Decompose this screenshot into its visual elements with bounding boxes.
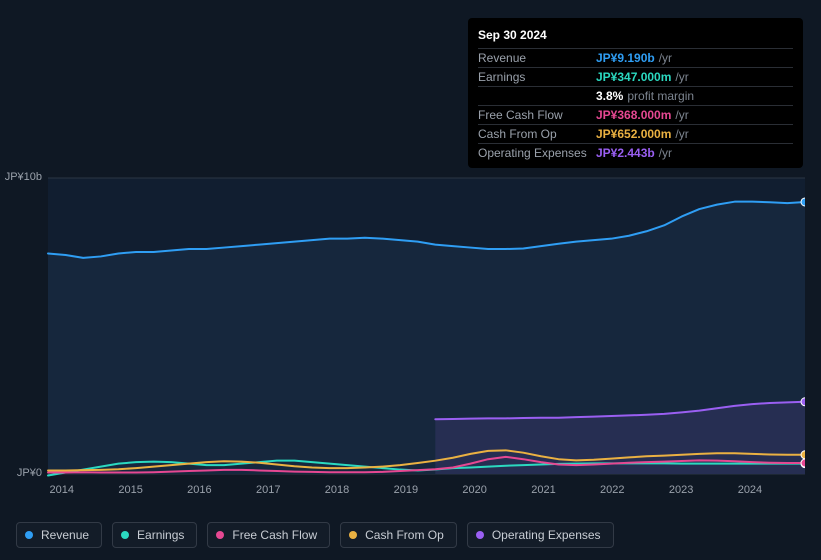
- tooltip-row-value: JP¥368.000m: [596, 108, 671, 122]
- y-axis-label: JP¥0: [2, 467, 42, 479]
- legend-item-label: Revenue: [41, 528, 89, 542]
- legend-item-earnings[interactable]: Earnings: [112, 522, 197, 548]
- x-axis-label: 2024: [738, 484, 762, 496]
- legend-item-cash-from-op[interactable]: Cash From Op: [340, 522, 457, 548]
- financials-chart: JP¥0JP¥10b 20142015201620172018201920202…: [16, 160, 805, 490]
- legend-item-operating-expenses[interactable]: Operating Expenses: [467, 522, 614, 548]
- x-axis-label: 2017: [256, 484, 280, 496]
- legend-item-label: Earnings: [137, 528, 184, 542]
- tooltip-row: Cash From OpJP¥652.000m/yr: [478, 124, 793, 143]
- tooltip-row-value: JP¥9.190b: [596, 51, 655, 65]
- tooltip-row: Free Cash FlowJP¥368.000m/yr: [478, 105, 793, 124]
- chart-legend: Revenue Earnings Free Cash Flow Cash From O…: [16, 522, 614, 548]
- tooltip-row-value: JP¥2.443b: [596, 146, 655, 160]
- legend-item-revenue[interactable]: Revenue: [16, 522, 102, 548]
- tooltip-row-value: JP¥652.000m: [596, 127, 671, 141]
- tooltip-row-unit: /yr: [675, 108, 688, 122]
- legend-item-label: Cash From Op: [365, 528, 444, 542]
- x-axis-label: 2016: [187, 484, 211, 496]
- legend-item-label: Operating Expenses: [492, 528, 601, 542]
- tooltip-row-unit: /yr: [675, 127, 688, 141]
- tooltip-row-unit: profit margin: [627, 89, 694, 103]
- x-axis-label: 2018: [325, 484, 349, 496]
- legend-item-free-cash-flow[interactable]: Free Cash Flow: [207, 522, 330, 548]
- tooltip-row-unit: /yr: [675, 70, 688, 84]
- x-axis-label: 2023: [669, 484, 693, 496]
- tooltip-row-label: Revenue: [478, 51, 596, 65]
- legend-dot-icon: [121, 531, 129, 539]
- tooltip-row-value: JP¥347.000m: [596, 70, 671, 84]
- chart-svg: [16, 160, 805, 490]
- tooltip-row: 3.8% profit margin: [478, 86, 793, 105]
- tooltip-row: EarningsJP¥347.000m/yr: [478, 67, 793, 86]
- x-axis-label: 2014: [50, 484, 74, 496]
- tooltip-row-value: 3.8%: [596, 89, 623, 103]
- tooltip-row-label: Cash From Op: [478, 127, 596, 141]
- x-axis-label: 2019: [394, 484, 418, 496]
- tooltip-row-label: Earnings: [478, 70, 596, 84]
- y-axis-label: JP¥10b: [2, 171, 42, 183]
- tooltip-date: Sep 30 2024: [478, 24, 793, 48]
- legend-dot-icon: [476, 531, 484, 539]
- x-axis-label: 2022: [600, 484, 624, 496]
- legend-dot-icon: [349, 531, 357, 539]
- x-axis-label: 2020: [462, 484, 486, 496]
- legend-item-label: Free Cash Flow: [232, 528, 317, 542]
- legend-dot-icon: [216, 531, 224, 539]
- tooltip-row-unit: /yr: [659, 51, 672, 65]
- tooltip-row: RevenueJP¥9.190b/yr: [478, 48, 793, 67]
- data-tooltip: Sep 30 2024 RevenueJP¥9.190b/yrEarningsJ…: [468, 18, 803, 168]
- tooltip-row-unit: /yr: [659, 146, 672, 160]
- legend-dot-icon: [25, 531, 33, 539]
- x-axis-label: 2015: [118, 484, 142, 496]
- tooltip-row-label: Free Cash Flow: [478, 108, 596, 122]
- x-axis-label: 2021: [531, 484, 555, 496]
- tooltip-row-label: Operating Expenses: [478, 146, 596, 160]
